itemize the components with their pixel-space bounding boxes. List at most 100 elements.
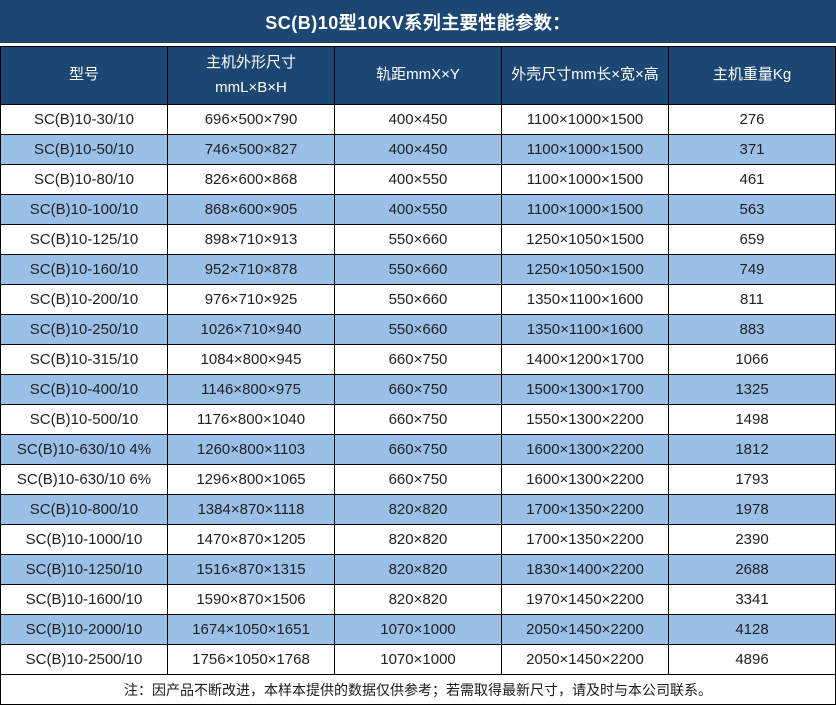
note-text: 注：因产品不断改进，本样本提供的数据仅供参考；若需取得最新尺寸，请及时与本公司联…	[0, 674, 836, 705]
table-cell: 2390	[668, 524, 836, 555]
table-cell: 1812	[668, 434, 836, 465]
table-cell: 550×660	[334, 284, 502, 315]
table-row: SC(B)10-200/10 976×710×925 550×660 1350×110…	[0, 284, 836, 315]
table-cell: 820×820	[334, 524, 502, 555]
table-cell: 1084×800×945	[167, 344, 335, 375]
table-cell: 1350×1100×1600	[501, 284, 669, 315]
table-cell: 2050×1450×2200	[501, 614, 669, 645]
col-header-shell-dimensions: 外壳尺寸mm长×宽×高	[501, 46, 669, 105]
table-cell: 400×450	[334, 104, 502, 135]
table-cell: 1516×870×1315	[167, 554, 335, 585]
table-cell: 550×660	[334, 254, 502, 285]
table-cell: 1350×1100×1600	[501, 314, 669, 345]
table-cell: 1066	[668, 344, 836, 375]
table-row: SC(B)10-400/10 1146×800×975 660×750 1500×13…	[0, 374, 836, 405]
table-cell: SC(B)10-1600/10	[0, 584, 168, 615]
table-cell: 1384×870×1118	[167, 494, 335, 525]
table-cell: 2688	[668, 554, 836, 585]
table-cell: 1146×800×975	[167, 374, 335, 405]
table-row: SC(B)10-160/10 952×710×878 550×660 1250×105…	[0, 254, 836, 285]
table-cell: 4128	[668, 614, 836, 645]
table-cell: SC(B)10-125/10	[0, 224, 168, 255]
table-row: SC(B)10-1250/10 1516×870×1315 820×820 1830×…	[0, 554, 836, 585]
table-cell: 660×750	[334, 374, 502, 405]
table-cell: SC(B)10-160/10	[0, 254, 168, 285]
table-cell: 276	[668, 104, 836, 135]
table-cell: 550×660	[334, 224, 502, 255]
table-cell: 1978	[668, 494, 836, 525]
table-cell: 1100×1000×1500	[501, 104, 669, 135]
table-cell: 1700×1350×2200	[501, 524, 669, 555]
spec-table: 型号 主机外形尺寸 mmL×B×H 轨距mmX×Y 外壳尺寸mm长×宽×高 主机…	[0, 46, 836, 705]
table-cell: 660×750	[334, 404, 502, 435]
table-row: SC(B)10-80/10 826×600×868 400×550 1100×1000…	[0, 164, 836, 195]
table-cell: 1600×1300×2200	[501, 464, 669, 495]
table-cell: 400×550	[334, 164, 502, 195]
table-cell: SC(B)10-80/10	[0, 164, 168, 195]
table-cell: SC(B)10-50/10	[0, 134, 168, 165]
table-cell: SC(B)10-2000/10	[0, 614, 168, 645]
table-cell: 563	[668, 194, 836, 225]
col-header-weight: 主机重量Kg	[668, 46, 836, 105]
table-cell: 1793	[668, 464, 836, 495]
table-cell: 820×820	[334, 494, 502, 525]
table-cell: 461	[668, 164, 836, 195]
table-row: SC(B)10-50/10 746×500×827 400×450 1100×1000…	[0, 134, 836, 165]
col-header-model: 型号	[0, 46, 168, 105]
table-cell: SC(B)10-100/10	[0, 194, 168, 225]
table-cell: SC(B)10-2500/10	[0, 644, 168, 675]
table-cell: 4896	[668, 644, 836, 675]
table-cell: SC(B)10-1000/10	[0, 524, 168, 555]
table-cell: SC(B)10-630/10 4%	[0, 434, 168, 465]
table-cell: 1674×1050×1651	[167, 614, 335, 645]
table-cell: SC(B)10-30/10	[0, 104, 168, 135]
table-row: SC(B)10-630/10 6% 1296×800×1065 660×750 160…	[0, 464, 836, 495]
table-cell: 400×450	[334, 134, 502, 165]
table-cell: 976×710×925	[167, 284, 335, 315]
table-cell: 1250×1050×1500	[501, 254, 669, 285]
table-cell: 1176×800×1040	[167, 404, 335, 435]
table-cell: SC(B)10-315/10	[0, 344, 168, 375]
table-cell: 749	[668, 254, 836, 285]
table-cell: 400×550	[334, 194, 502, 225]
table-row: SC(B)10-100/10 868×600×905 400×550 1100×100…	[0, 194, 836, 225]
table-cell: 1400×1200×1700	[501, 344, 669, 375]
table-cell: 660×750	[334, 344, 502, 375]
table-cell: 1970×1450×2200	[501, 584, 669, 615]
table-cell: SC(B)10-1250/10	[0, 554, 168, 585]
table-row: SC(B)10-315/10 1084×800×945 660×750 1400×12…	[0, 344, 836, 375]
table-cell: 1756×1050×1768	[167, 644, 335, 675]
table-cell: 1600×1300×2200	[501, 434, 669, 465]
table-cell: 660×750	[334, 464, 502, 495]
table-cell: 1296×800×1065	[167, 464, 335, 495]
table-row: SC(B)10-250/10 1026×710×940 550×660 1350×11…	[0, 314, 836, 345]
table-cell: SC(B)10-630/10 6%	[0, 464, 168, 495]
table-row: SC(B)10-1000/10 1470×870×1205 820×820 1700×…	[0, 524, 836, 555]
col-header-unit-dimensions: 主机外形尺寸 mmL×B×H	[167, 46, 335, 105]
table-cell: 952×710×878	[167, 254, 335, 285]
table-cell: 660×750	[334, 434, 502, 465]
table-cell: 1260×800×1103	[167, 434, 335, 465]
table-cell: 1100×1000×1500	[501, 164, 669, 195]
table-cell: 746×500×827	[167, 134, 335, 165]
table-cell: 550×660	[334, 314, 502, 345]
table-cell: 1250×1050×1500	[501, 224, 669, 255]
table-row: SC(B)10-500/10 1176×800×1040 660×750 1550×1…	[0, 404, 836, 435]
note-row: 注：因产品不断改进，本样本提供的数据仅供参考；若需取得最新尺寸，请及时与本公司联…	[0, 674, 836, 705]
table-cell: SC(B)10-250/10	[0, 314, 168, 345]
table-cell: 696×500×790	[167, 104, 335, 135]
table-cell: 1070×1000	[334, 644, 502, 675]
table-cell: 1470×870×1205	[167, 524, 335, 555]
table-cell: 1498	[668, 404, 836, 435]
table-cell: 868×600×905	[167, 194, 335, 225]
table-row: SC(B)10-2000/10 1674×1050×1651 1070×1000 20…	[0, 614, 836, 645]
table-cell: SC(B)10-500/10	[0, 404, 168, 435]
table-cell: 1550×1300×2200	[501, 404, 669, 435]
table-cell: SC(B)10-800/10	[0, 494, 168, 525]
table-cell: 1325	[668, 374, 836, 405]
table-cell: 3341	[668, 584, 836, 615]
table-cell: 659	[668, 224, 836, 255]
table-cell: 820×820	[334, 554, 502, 585]
table-cell: 1070×1000	[334, 614, 502, 645]
